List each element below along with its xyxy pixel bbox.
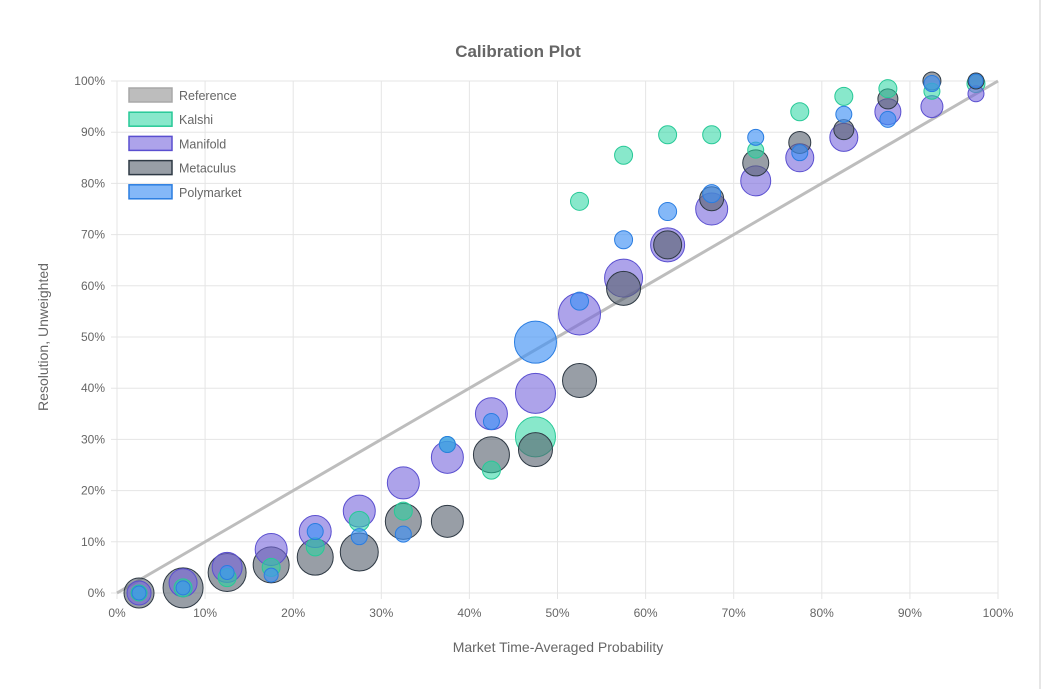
y-tick-label: 70% <box>81 228 105 242</box>
point-kalshi <box>878 79 898 99</box>
point-polymarket <box>263 567 279 583</box>
grid <box>111 80 999 599</box>
y-tick-label: 10% <box>81 535 105 549</box>
point-kalshi <box>305 537 325 557</box>
point-polymarket <box>219 565 235 581</box>
y-tick-label: 90% <box>81 125 105 139</box>
point-polymarket <box>570 291 590 311</box>
y-tick-label: 80% <box>81 176 105 190</box>
legend-label: Polymarket <box>179 186 242 200</box>
x-tick-label: 80% <box>810 606 834 620</box>
legend-item-manifold[interactable]: Manifold <box>128 135 226 152</box>
y-tick-label: 40% <box>81 381 105 395</box>
legend-item-polymarket[interactable]: Polymarket <box>128 184 242 200</box>
chart-title: Calibration Plot <box>455 42 581 61</box>
y-tick-label: 0% <box>88 586 106 600</box>
legend-swatch <box>128 111 173 127</box>
point-kalshi <box>790 102 810 122</box>
x-tick-label: 40% <box>457 606 481 620</box>
point-polymarket <box>791 144 809 162</box>
point-kalshi <box>702 125 722 145</box>
legend-label: Metaculus <box>179 162 236 176</box>
point-kalshi <box>570 191 590 211</box>
point-metaculus <box>517 432 553 468</box>
x-tick-label: 50% <box>545 606 569 620</box>
x-axis-label: Market Time-Averaged Probability <box>453 639 664 655</box>
legend-label: Reference <box>179 89 237 103</box>
y-tick-label: 30% <box>81 432 105 446</box>
x-tick-label: 100% <box>983 606 1014 620</box>
legend-label: Manifold <box>179 137 226 151</box>
point-kalshi <box>834 86 854 106</box>
legend-item-reference[interactable]: Reference <box>128 87 237 103</box>
point-polymarket <box>658 202 678 222</box>
point-polymarket <box>968 73 984 89</box>
y-tick-label: 60% <box>81 279 105 293</box>
point-metaculus <box>430 504 464 538</box>
y-tick-label: 50% <box>81 330 105 344</box>
point-kalshi <box>614 145 634 165</box>
x-tick-label: 70% <box>722 606 746 620</box>
point-polymarket <box>350 528 368 546</box>
x-tick-labels: 0% 10% 20% 30% 40% 50% 60% 70% 80% 90% 100% <box>108 606 1013 620</box>
legend-item-metaculus[interactable]: Metaculus <box>128 159 236 176</box>
legend-swatch <box>128 184 173 200</box>
x-tick-label: 0% <box>108 606 126 620</box>
legend-swatch <box>128 159 173 176</box>
reference-line-group <box>116 79 999 595</box>
x-tick-label: 20% <box>281 606 305 620</box>
point-metaculus <box>606 270 642 306</box>
point-polymarket <box>438 436 456 454</box>
point-polymarket <box>513 320 557 364</box>
legend-item-kalshi[interactable]: Kalshi <box>128 111 213 127</box>
point-polymarket <box>306 523 324 541</box>
reference-line <box>116 79 999 595</box>
point-kalshi <box>393 501 413 521</box>
point-polymarket <box>482 412 500 430</box>
point-polymarket <box>879 110 897 128</box>
point-metaculus <box>653 230 683 260</box>
x-tick-label: 60% <box>634 606 658 620</box>
point-polymarket <box>702 184 722 204</box>
data-points <box>123 71 986 609</box>
y-tick-labels: 0% 10% 20% 30% 40% 50% 60% 70% 80% 90% 100% <box>74 74 105 600</box>
point-polymarket <box>131 585 147 601</box>
point-manifold <box>514 372 556 414</box>
point-polymarket <box>923 75 941 93</box>
point-polymarket <box>614 230 634 250</box>
point-polymarket <box>394 525 412 543</box>
legend[interactable]: Reference Kalshi Manifold Metaculus Polymark… <box>128 87 242 200</box>
legend-swatch <box>128 87 173 103</box>
point-polymarket <box>835 105 853 123</box>
x-tick-label: 30% <box>369 606 393 620</box>
point-kalshi <box>481 460 501 480</box>
panel-border <box>1039 0 1041 689</box>
point-kalshi <box>658 125 678 145</box>
y-tick-label: 20% <box>81 484 105 498</box>
y-tick-label: 100% <box>74 74 105 88</box>
legend-swatch <box>128 135 173 152</box>
point-polymarket <box>747 128 765 146</box>
legend-label: Kalshi <box>179 113 213 127</box>
point-manifold <box>386 466 420 500</box>
x-tick-label: 10% <box>193 606 217 620</box>
point-polymarket <box>175 580 191 596</box>
y-axis-label: Resolution, Unweighted <box>35 263 51 411</box>
x-tick-label: 90% <box>898 606 922 620</box>
point-metaculus <box>562 363 598 399</box>
